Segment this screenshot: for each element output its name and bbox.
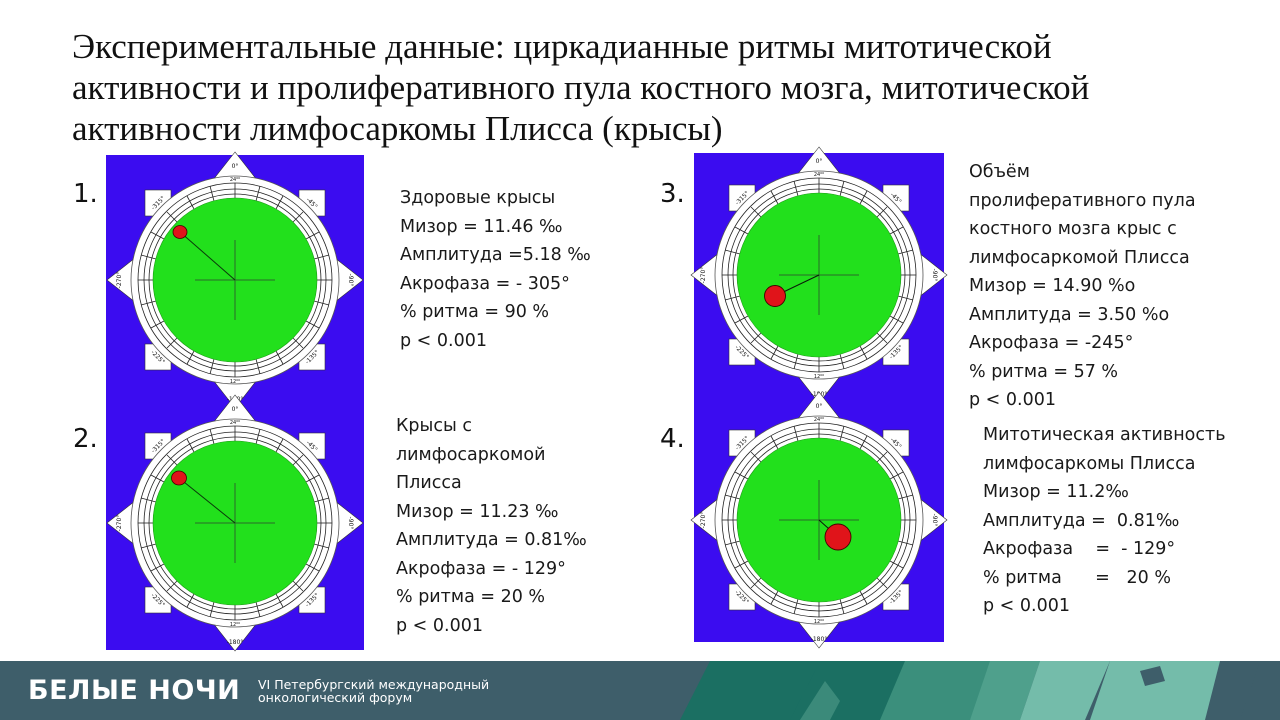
stats-label: Объём — [969, 162, 1030, 182]
stats-p-value: p < 0.001 — [400, 330, 487, 351]
stats-block-4: Митотическая активность лимфосаркомы Пли… — [983, 421, 1226, 621]
stats-label: лимфосаркомой — [396, 444, 546, 465]
stats-label: Плисса — [396, 473, 462, 493]
acrophase-marker — [764, 285, 786, 307]
stats-amplitude: Амплитуда = 3.50 %о — [969, 304, 1170, 325]
cosinor-chart-4 — [690, 391, 948, 649]
cosinor-chart-1 — [106, 151, 364, 409]
stats-label: лимфосаркомой Плисса — [969, 247, 1190, 268]
stats-amplitude: Амплитуда = 0.81‰ — [396, 530, 587, 550]
stats-mesor: Мизор = 11.23 ‰ — [396, 501, 559, 522]
acrophase-marker — [172, 225, 188, 239]
title-line-3: активности лимфосаркомы Плисса (крысы) — [72, 109, 723, 148]
slide-title: Экспериментальные данные: циркадианные р… — [72, 26, 1252, 149]
stats-label: Крысы с — [396, 416, 472, 436]
stats-mesor: Мизор = 11.46 ‰ — [400, 216, 563, 237]
stats-amplitude: Амплитуда = 0.81‰ — [983, 510, 1180, 531]
stats-acrophase: Акрофаза = - 129° — [983, 539, 1176, 559]
stats-block-3: Объём пролиферативного пула костного моз… — [969, 158, 1196, 415]
footer-brand-logo: БЕЛЫЕ НОЧИ — [28, 675, 241, 706]
acrophase-marker — [824, 523, 852, 551]
cosinor-chart-2 — [106, 394, 364, 652]
acrophase-marker — [171, 470, 187, 486]
stats-p-value: p < 0.001 — [396, 615, 483, 636]
footer-banner: БЕЛЫЕ НОЧИ VI Петербургский международны… — [0, 661, 1280, 720]
stats-label: пролиферативного пула — [969, 190, 1196, 211]
stats-rhythm: % ритма = 90 % — [400, 302, 550, 322]
stats-label: лимфосаркомы Плисса — [983, 453, 1196, 474]
stats-label: Здоровые крысы — [400, 188, 556, 208]
footer-subtitle: VI Петербургский международный онкологич… — [258, 678, 489, 704]
stats-rhythm: % ритма = 20 % — [983, 567, 1171, 588]
stats-acrophase: Акрофаза = -245° — [969, 333, 1134, 353]
title-line-1: Экспериментальные данные: циркадианные р… — [72, 27, 1052, 66]
stats-label: Митотическая активность — [983, 425, 1226, 445]
stats-amplitude: Амплитуда =5.18 ‰ — [400, 245, 591, 265]
stats-rhythm: % ритма = 57 % — [969, 361, 1119, 382]
stats-label: костного мозга крыс с — [969, 219, 1177, 239]
stats-p-value: p < 0.001 — [969, 390, 1056, 410]
panel-number-3: 3. — [660, 179, 685, 209]
footer-subtitle-line-1: VI Петербургский международный — [258, 677, 490, 692]
brush-art-decoration — [640, 661, 1280, 720]
panel-number-4: 4. — [660, 424, 685, 454]
stats-block-1: Здоровые крысы Мизор = 11.46 ‰ Амплитуда… — [400, 184, 591, 355]
panel-number-1: 1. — [73, 179, 98, 209]
stats-p-value: p < 0.001 — [983, 596, 1070, 616]
stats-mesor: Мизор = 11.2‰ — [983, 482, 1129, 502]
stats-acrophase: Акрофаза = - 305° — [400, 273, 570, 294]
stats-block-2: Крысы с лимфосаркомой Плисса Мизор = 11.… — [396, 412, 587, 640]
panel-number-2: 2. — [73, 424, 98, 454]
cosinor-chart-3 — [690, 146, 948, 404]
footer-subtitle-line-2: онкологический форум — [258, 690, 413, 705]
stats-rhythm: % ритма = 20 % — [396, 587, 546, 607]
stats-acrophase: Акрофаза = - 129° — [396, 558, 566, 579]
stats-mesor: Мизор = 14.90 %о — [969, 276, 1136, 296]
title-line-2: активности и пролиферативного пула костн… — [72, 68, 1090, 107]
